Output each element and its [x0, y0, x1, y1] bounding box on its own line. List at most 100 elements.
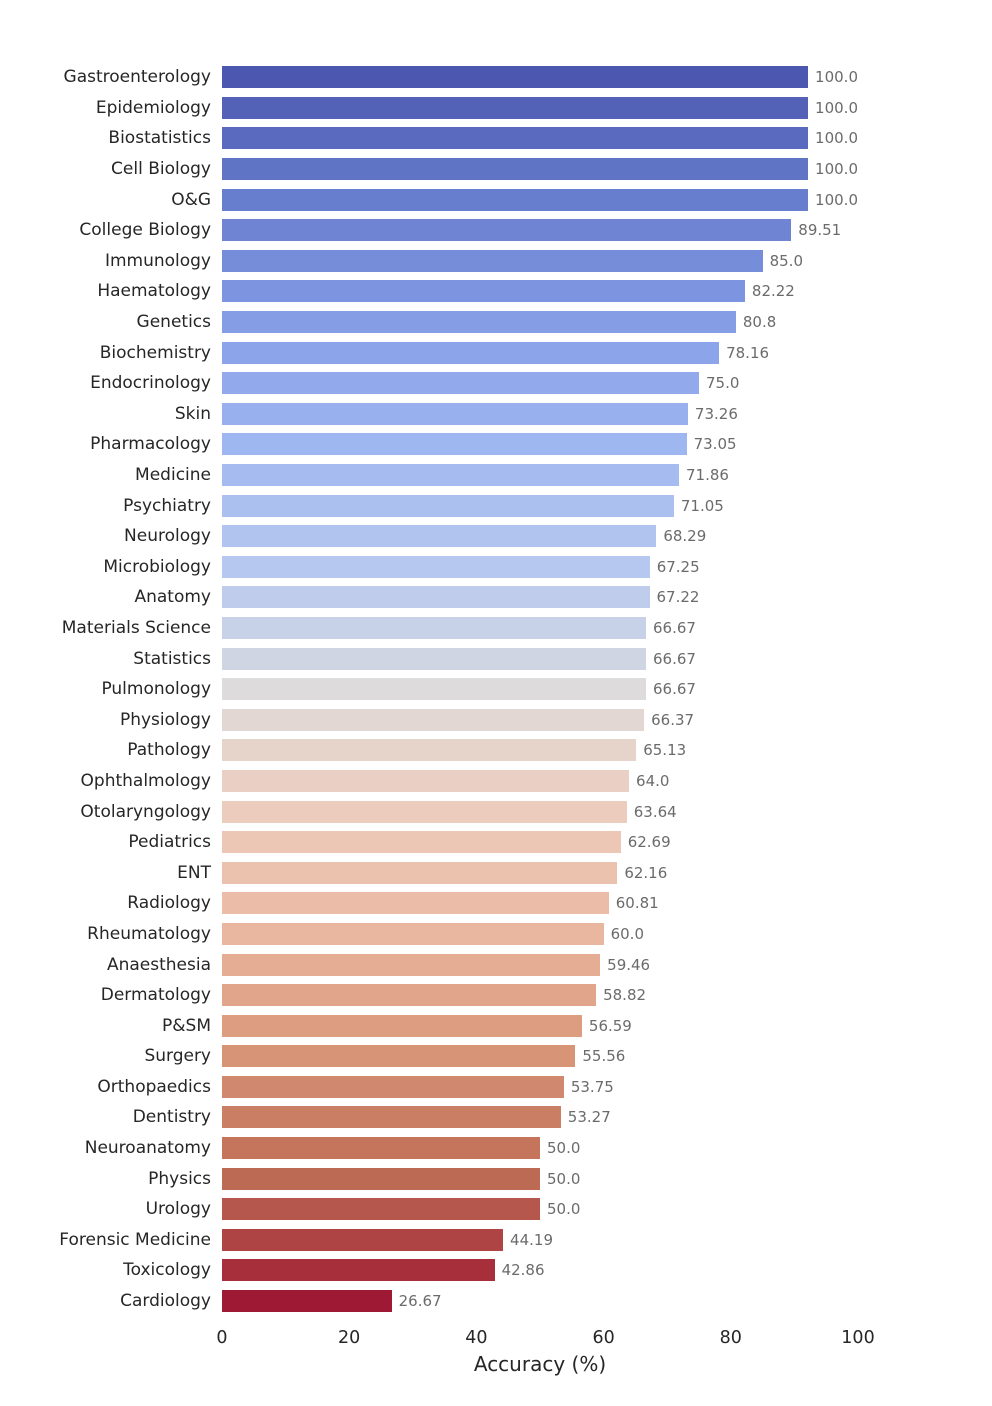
- bar: [222, 1228, 504, 1251]
- bar: [222, 953, 601, 976]
- bar-row: Endocrinology 75.0: [0, 368, 992, 399]
- category-label: Statistics: [133, 648, 211, 669]
- value-label: 75.0: [706, 374, 740, 393]
- value-label: 55.56: [582, 1047, 626, 1066]
- bar-track: 100.0: [222, 158, 858, 181]
- value-label: 42.86: [501, 1261, 545, 1280]
- bar-track: 78.16: [222, 341, 858, 364]
- x-axis-tick: 0: [216, 1328, 228, 1349]
- category-label: Epidemiology: [95, 97, 211, 118]
- bar: [222, 1167, 540, 1190]
- bar-row: Epidemiology 100.0: [0, 93, 992, 124]
- x-axis-tick: 80: [719, 1328, 742, 1349]
- bar-track: 67.22: [222, 586, 858, 609]
- category-label: Pathology: [127, 740, 211, 761]
- value-label: 50.0: [547, 1139, 581, 1158]
- bar: [222, 525, 657, 548]
- bar: [222, 66, 809, 89]
- bar-row: Neuroanatomy 50.0: [0, 1133, 992, 1164]
- bar-track: 50.0: [222, 1137, 858, 1160]
- bar: [222, 494, 674, 517]
- bar: [222, 616, 647, 639]
- bar-track: 58.82: [222, 984, 858, 1007]
- bar-row: Physiology 66.37: [0, 704, 992, 735]
- category-label: Rheumatology: [87, 923, 211, 944]
- bar: [222, 647, 647, 670]
- bar: [222, 831, 621, 854]
- bar-row: O&G 100.0: [0, 184, 992, 215]
- category-label: Radiology: [127, 893, 211, 914]
- bar-track: 73.05: [222, 433, 858, 456]
- value-label: 56.59: [588, 1016, 632, 1035]
- bar-track: 71.05: [222, 494, 858, 517]
- bar: [222, 800, 627, 823]
- bar-track: 73.26: [222, 402, 858, 425]
- category-label: Biochemistry: [99, 342, 211, 363]
- bar-track: 66.37: [222, 708, 858, 731]
- bar-track: 71.86: [222, 464, 858, 487]
- bar-row: Neurology 68.29: [0, 521, 992, 552]
- category-label: Medicine: [135, 465, 211, 486]
- value-label: 62.16: [624, 863, 668, 882]
- bar-row: Gastroenterology 100.0: [0, 62, 992, 93]
- bar-row: Orthopaedics 53.75: [0, 1072, 992, 1103]
- category-label: Otolaryngology: [80, 801, 211, 822]
- bar-row: Genetics 80.8: [0, 307, 992, 338]
- bar-row: P&SM 56.59: [0, 1010, 992, 1041]
- value-label: 89.51: [798, 221, 842, 240]
- bar-track: 89.51: [222, 219, 858, 242]
- value-label: 59.46: [607, 955, 651, 974]
- bar-track: 100.0: [222, 66, 858, 89]
- bar: [222, 708, 645, 731]
- bar-track: 53.27: [222, 1106, 858, 1129]
- category-label: Orthopaedics: [97, 1076, 211, 1097]
- category-label: Surgery: [144, 1046, 211, 1067]
- bar-row: College Biology 89.51: [0, 215, 992, 246]
- x-axis-tick: 40: [465, 1328, 488, 1349]
- category-label: Cell Biology: [111, 159, 211, 180]
- bar: [222, 96, 809, 119]
- bar-track: 100.0: [222, 188, 858, 211]
- value-label: 67.25: [656, 557, 700, 576]
- value-label: 65.13: [643, 741, 687, 760]
- bar: [222, 464, 680, 487]
- bar-row: Toxicology 42.86: [0, 1255, 992, 1286]
- value-label: 66.67: [653, 680, 696, 699]
- value-label: 100.0: [815, 129, 858, 148]
- category-label: Materials Science: [61, 617, 211, 638]
- bar-track: 66.67: [222, 616, 858, 639]
- bar-track: 60.81: [222, 892, 858, 915]
- bar: [222, 1137, 540, 1160]
- value-label: 60.81: [615, 894, 659, 913]
- bar: [222, 892, 609, 915]
- bar-track: 42.86: [222, 1259, 858, 1282]
- bar: [222, 402, 688, 425]
- bar-row: Immunology 85.0: [0, 246, 992, 277]
- value-label: 63.64: [633, 802, 677, 821]
- value-label: 100.0: [815, 68, 858, 87]
- bar-track: 65.13: [222, 739, 858, 762]
- bar-track: 80.8: [222, 311, 858, 334]
- category-label: College Biology: [79, 220, 211, 241]
- bar-row: Dermatology 58.82: [0, 980, 992, 1011]
- value-label: 71.05: [680, 496, 724, 515]
- bar-track: 63.64: [222, 800, 858, 823]
- bar-row: Materials Science 66.67: [0, 613, 992, 644]
- bar: [222, 433, 687, 456]
- bar: [222, 280, 745, 303]
- bar-track: 55.56: [222, 1045, 858, 1068]
- bar-rows-container: Gastroenterology 100.0 Epidemiology 100.0 Bi…: [0, 62, 992, 1316]
- x-axis-tick: 60: [592, 1328, 615, 1349]
- category-label: Psychiatry: [123, 495, 211, 516]
- bar-row: Cell Biology 100.0: [0, 154, 992, 185]
- bar-track: 59.46: [222, 953, 858, 976]
- bar-row: Pulmonology 66.67: [0, 674, 992, 705]
- bar: [222, 1106, 561, 1129]
- bar-row: ENT 62.16: [0, 857, 992, 888]
- value-label: 50.0: [547, 1169, 581, 1188]
- category-label: Microbiology: [103, 556, 211, 577]
- bar-row: Anatomy 67.22: [0, 582, 992, 613]
- bar-track: 75.0: [222, 372, 858, 395]
- category-label: Cardiology: [120, 1291, 211, 1312]
